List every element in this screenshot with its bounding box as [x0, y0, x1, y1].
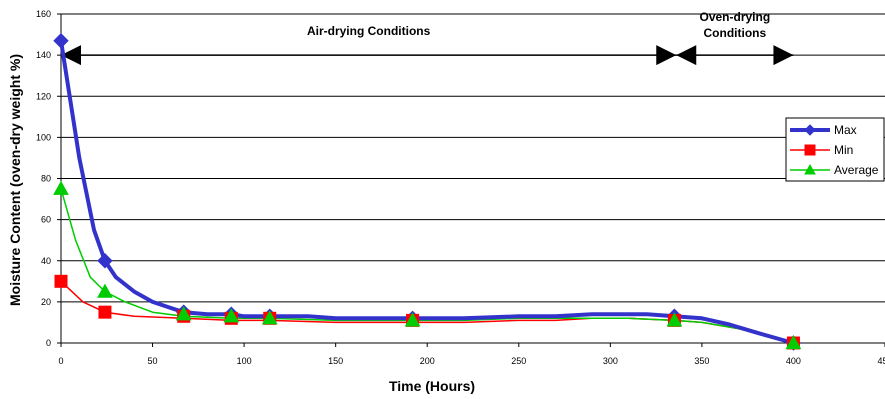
- annotation-arrowhead: [676, 45, 697, 66]
- y-tick-label: 100: [36, 132, 51, 142]
- marker-triangle: [261, 310, 278, 325]
- x-tick-label: 400: [786, 356, 801, 366]
- annotation-label: Air-drying Conditions: [307, 24, 431, 38]
- y-tick-label: 120: [36, 91, 51, 101]
- annotation-arrowhead: [773, 45, 794, 66]
- marker-triangle: [175, 306, 192, 321]
- y-tick-label: 80: [41, 174, 51, 184]
- axes: 0 20 40 60 80 100 120 140 160 0 50 100 150 200 250 300 3…: [36, 9, 885, 366]
- legend-label-max: Max: [834, 123, 857, 137]
- y-tick-label: 160: [36, 9, 51, 19]
- legend-label-average: Average: [834, 163, 879, 177]
- marker-diamond: [97, 253, 113, 269]
- x-tick-label: 50: [148, 356, 158, 366]
- y-tick-label: 0: [46, 338, 51, 348]
- x-tick-label: 200: [420, 356, 435, 366]
- x-tick-label: 350: [694, 356, 709, 366]
- y-tick-label: 20: [41, 297, 51, 307]
- x-axis-title: Time (Hours): [389, 378, 475, 394]
- marker-triangle: [804, 163, 816, 175]
- marker-triangle: [223, 308, 240, 323]
- marker-triangle: [97, 283, 113, 298]
- annotation-label: Conditions: [704, 26, 767, 40]
- marker-triangle: [404, 312, 421, 327]
- annotation-arrowhead: [656, 45, 677, 66]
- annotation-arrowhead: [61, 45, 81, 66]
- marker-diamond: [53, 33, 69, 49]
- y-axis-title: Moisture Content (oven-dry weight %): [7, 54, 23, 306]
- x-tick-label: 250: [511, 356, 526, 366]
- x-tick-label: 0: [58, 356, 63, 366]
- marker-triangle: [53, 180, 69, 195]
- legend-label-min: Min: [834, 143, 853, 157]
- marker-square: [804, 144, 816, 156]
- x-tick-label: 100: [237, 356, 252, 366]
- x-tick-label: 150: [328, 356, 343, 366]
- series-line-max: [59, 40, 794, 345]
- y-tick-label: 60: [41, 215, 51, 225]
- annotation-label: Oven-drying: [700, 10, 771, 24]
- y-tick-label: 140: [36, 50, 51, 60]
- x-tick-label: 450: [877, 356, 885, 366]
- series-plot: [53, 33, 802, 351]
- marker-triangle: [666, 312, 683, 327]
- series-line-min: [60, 280, 794, 344]
- x-tick-label: 300: [603, 356, 618, 366]
- marker-triangle: [785, 334, 802, 350]
- annotations: Air-drying Conditions Oven-drying Conditio…: [61, 10, 794, 66]
- gridlines: [61, 13, 885, 303]
- marker-square: [98, 305, 112, 319]
- legend: Max Min Average: [785, 117, 885, 182]
- marker-diamond: [804, 124, 816, 136]
- marker-square: [54, 274, 68, 288]
- y-tick-label: 40: [41, 256, 51, 266]
